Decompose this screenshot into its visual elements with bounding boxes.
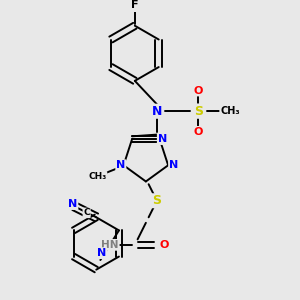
Text: N: N [158,134,167,144]
Text: O: O [194,127,203,137]
Text: O: O [194,85,203,95]
Text: CH₃: CH₃ [88,172,106,181]
Text: N: N [68,199,77,209]
Text: S: S [152,194,161,207]
Text: N: N [116,160,125,170]
Text: N: N [152,105,162,118]
Text: N: N [169,160,178,170]
Text: O: O [159,240,169,250]
Text: F: F [131,0,139,10]
Text: S: S [194,105,203,118]
Text: CH₃: CH₃ [220,106,240,116]
Text: HN: HN [101,240,119,250]
Text: N: N [97,248,106,258]
Text: C: C [83,208,90,217]
